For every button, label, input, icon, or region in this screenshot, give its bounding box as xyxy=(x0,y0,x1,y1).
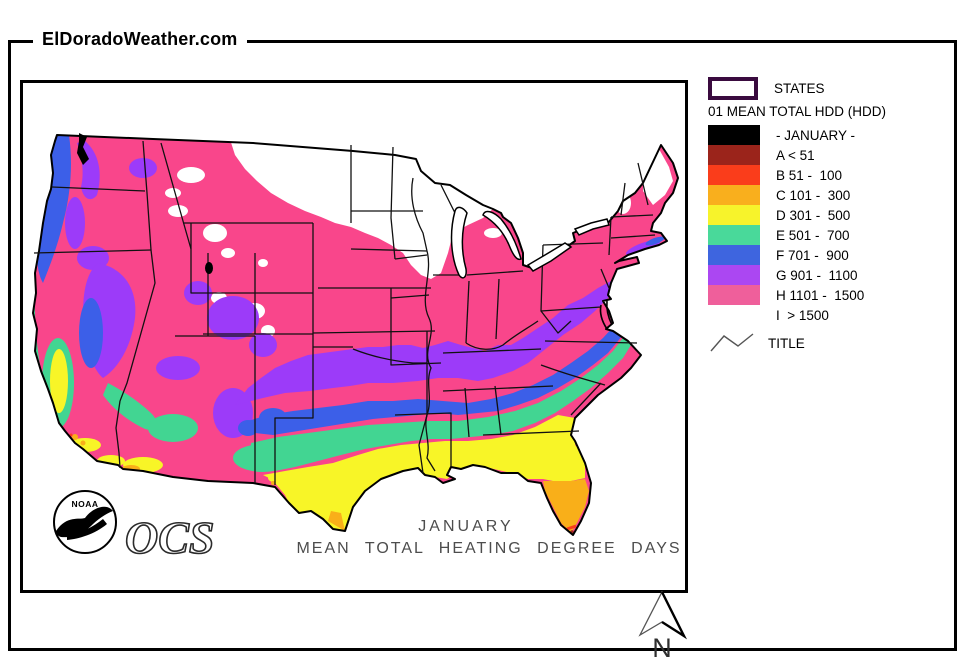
map-title-line1: JANUARY xyxy=(418,518,513,535)
noaa-logo: NOAA xyxy=(53,490,117,554)
legend-swatch xyxy=(708,145,760,165)
water-details xyxy=(77,133,613,330)
legend-swatch xyxy=(708,185,760,205)
legend-label: H 1101 - 1500 xyxy=(776,287,865,303)
states-label: STATES xyxy=(774,80,825,96)
hdd-color-bands xyxy=(33,135,678,535)
legend-row: C 101 - 300 xyxy=(708,185,970,205)
noaa-text: NOAA xyxy=(71,499,98,509)
legend-row: - JANUARY - xyxy=(708,125,970,145)
legend-label: I > 1500 xyxy=(776,307,829,323)
legend-title-label: TITLE xyxy=(768,335,805,351)
legend-row: A < 51 xyxy=(708,145,970,165)
legend-label: - JANUARY - xyxy=(776,127,856,143)
legend-swatch xyxy=(708,245,760,265)
legend-label: F 701 - 900 xyxy=(776,247,849,263)
legend: STATES 01 MEAN TOTAL HDD (HDD) - JANUARY… xyxy=(708,76,970,355)
noaa-bird-icon xyxy=(56,506,113,540)
legend-swatch xyxy=(708,225,760,245)
legend-swatch xyxy=(708,305,760,325)
legend-swatch xyxy=(708,165,760,185)
legend-label: C 101 - 300 xyxy=(776,187,851,203)
legend-row: G 901 - 1100 xyxy=(708,265,970,285)
legend-label: D 301 - 500 xyxy=(776,207,851,223)
legend-row: I > 1500 xyxy=(708,305,970,325)
legend-title-row: TITLE xyxy=(708,331,970,355)
us-hdd-map: NOAA OCS JANUARY MEAN TOTAL HEATING DEGR… xyxy=(32,133,681,564)
ocs-label: OCS xyxy=(125,512,214,563)
compass-n-label: N xyxy=(652,633,672,660)
site-title: ElDoradoWeather.com xyxy=(33,29,247,50)
legend-swatch xyxy=(708,265,760,285)
legend-row: B 51 - 100 xyxy=(708,165,970,185)
legend-row: F 701 - 900 xyxy=(708,245,970,265)
legend-states-row: STATES xyxy=(708,76,970,100)
legend-row: D 301 - 500 xyxy=(708,205,970,225)
legend-label: A < 51 xyxy=(776,147,815,163)
map-container: NOAA OCS JANUARY MEAN TOTAL HEATING DEGR… xyxy=(20,80,688,593)
page-border xyxy=(8,40,957,651)
map-title-line2: MEAN TOTAL HEATING DEGREE DAYS xyxy=(296,540,681,557)
legend-label: B 51 - 100 xyxy=(776,167,843,183)
legend-swatch xyxy=(708,125,760,145)
legend-label: E 501 - 700 xyxy=(776,227,850,243)
legend-label: G 901 - 1100 xyxy=(776,267,858,283)
legend-swatch xyxy=(708,205,760,225)
legend-heading: 01 MEAN TOTAL HDD (HDD) xyxy=(708,104,887,119)
great-lakes xyxy=(450,206,610,279)
states-outline-swatch xyxy=(708,76,758,100)
north-arrow: N xyxy=(638,590,688,660)
legend-row: E 501 - 700 xyxy=(708,225,970,245)
state-borders xyxy=(33,140,656,485)
legend-row: H 1101 - 1500 xyxy=(708,285,970,305)
title-squiggle-icon xyxy=(710,333,754,352)
legend-swatch xyxy=(708,285,760,305)
legend-rows: - JANUARY - A < 51 B 51 - 100 C 101 - 300 D … xyxy=(708,125,970,325)
